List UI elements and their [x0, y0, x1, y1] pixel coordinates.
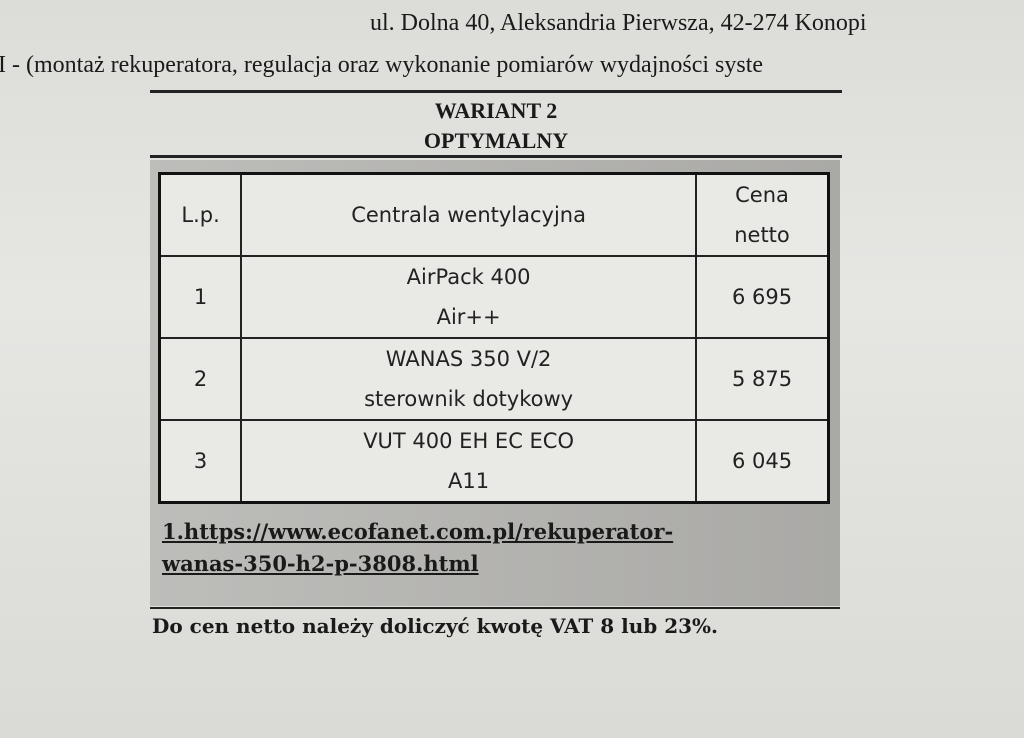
source-link[interactable]: 1.https://www.ecofanet.com.pl/rekuperato…: [162, 516, 673, 580]
row-lp: 2: [158, 337, 243, 421]
table-row: 1 AirPack 400 Air++ 6 695: [158, 255, 830, 339]
variant-subtitle: OPTYMALNY: [423, 128, 569, 153]
row-unit: VUT 400 EH EC ECO A11: [240, 419, 697, 504]
row-unit: AirPack 400 Air++: [240, 255, 697, 339]
row-lp: 1: [158, 255, 243, 339]
divider: [150, 155, 842, 158]
table-header-row: L.p. Centrala wentylacyjna Cena netto: [158, 172, 830, 257]
header-price-line1: Cena: [735, 183, 789, 207]
link-line1[interactable]: 1.https://www.ecofanet.com.pl/rekuperato…: [162, 519, 674, 544]
divider: [150, 607, 840, 609]
scope-line: I - (montaż rekuperatora, regulacja oraz…: [0, 52, 764, 78]
price-table: L.p. Centrala wentylacyjna Cena netto 1 A…: [158, 172, 830, 504]
header-price: Cena netto: [695, 172, 830, 257]
unit-line2: Air++: [436, 305, 501, 329]
divider: [150, 90, 842, 93]
row-lp: 3: [158, 419, 243, 504]
unit-line1: WANAS 350 V/2: [385, 347, 552, 371]
variant-title: WARIANT 2: [434, 98, 558, 123]
row-price: 5 875: [695, 337, 830, 421]
row-price: 6 045: [695, 419, 830, 504]
table-row: 2 WANAS 350 V/2 sterownik dotykowy 5 875: [158, 337, 830, 421]
row-price: 6 695: [695, 255, 830, 339]
address-line: ul. Dolna 40, Aleksandria Pierwsza, 42-2…: [370, 10, 867, 36]
header-unit: Centrala wentylacyjna: [240, 172, 697, 257]
unit-line2: sterownik dotykowy: [364, 387, 574, 411]
header-lp: L.p.: [158, 172, 243, 257]
unit-line1: AirPack 400: [406, 265, 531, 289]
unit-line1: VUT 400 EH EC ECO: [363, 429, 574, 453]
link-line2[interactable]: wanas-350-h2-p-3808.html: [162, 551, 479, 576]
vat-note: Do cen netto należy doliczyć kwotę VAT 8…: [152, 614, 719, 638]
unit-line2: A11: [448, 469, 490, 493]
header-price-line2: netto: [734, 223, 790, 247]
row-unit: WANAS 350 V/2 sterownik dotykowy: [240, 337, 697, 421]
table-row: 3 VUT 400 EH EC ECO A11 6 045: [158, 419, 830, 504]
